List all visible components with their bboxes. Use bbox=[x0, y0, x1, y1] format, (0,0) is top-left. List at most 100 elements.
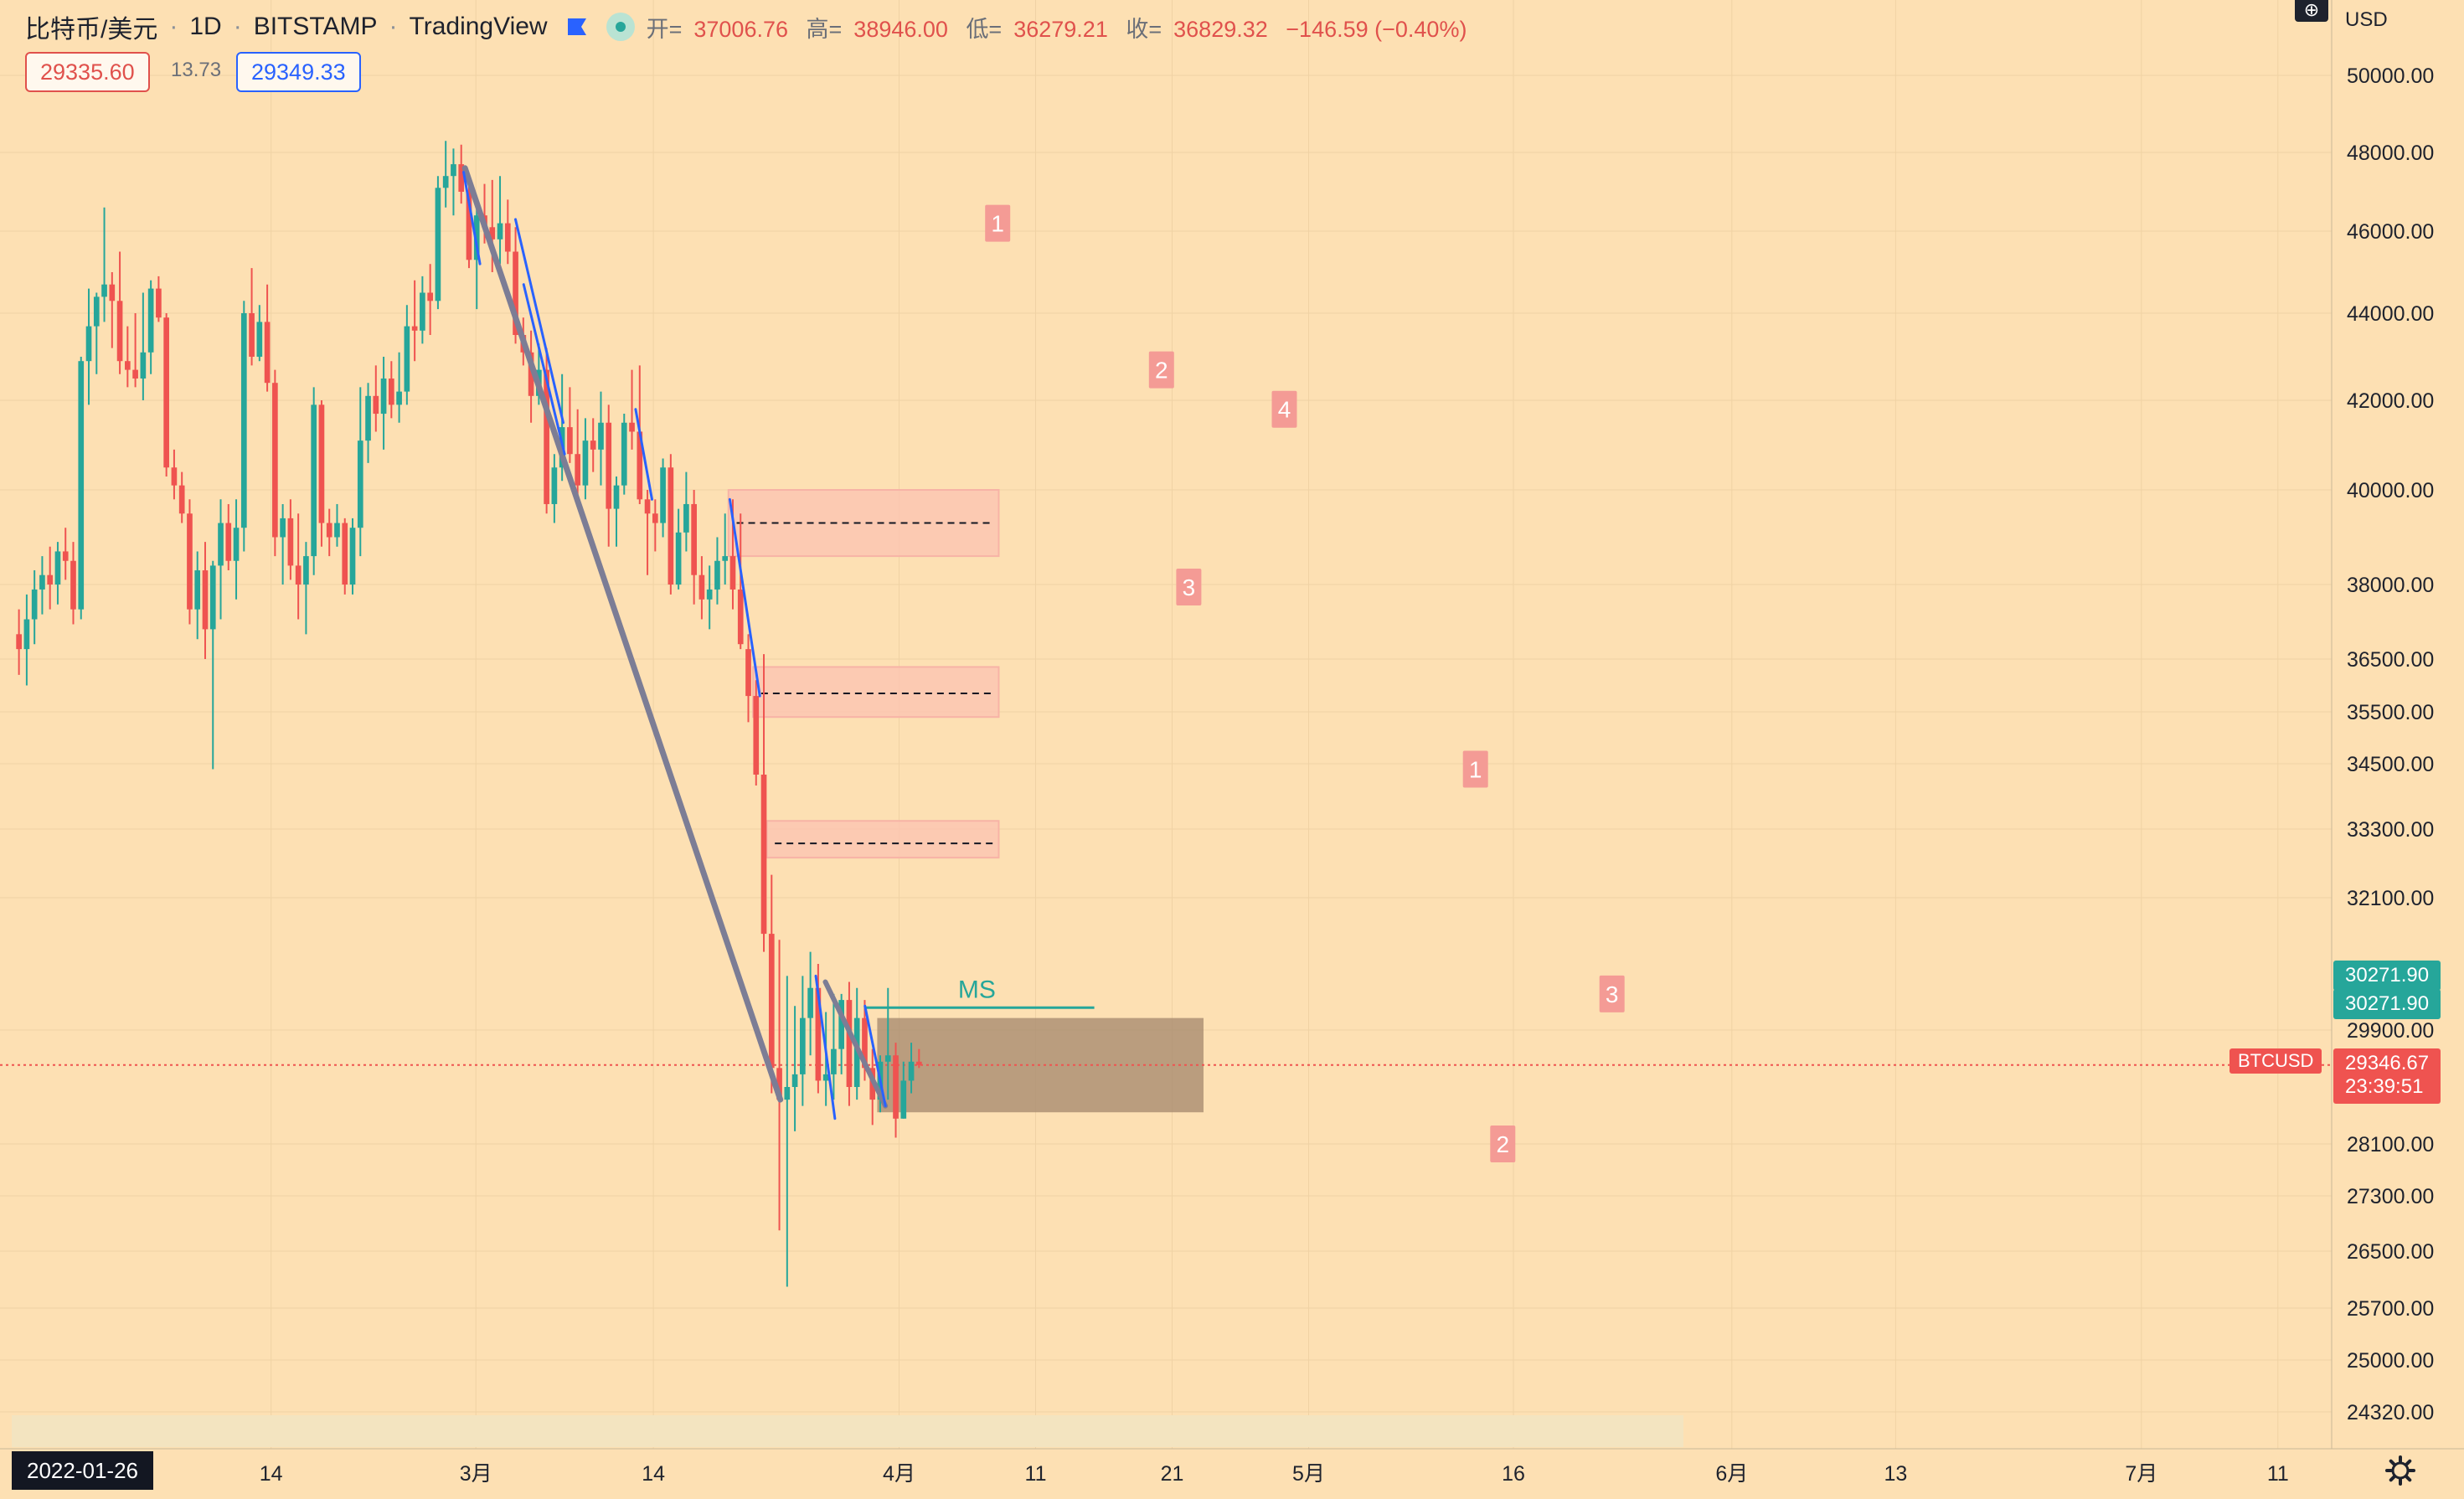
candle-body bbox=[420, 292, 425, 331]
candle-body bbox=[125, 361, 131, 370]
candle-body bbox=[156, 288, 162, 318]
price-tick-label: 35500.00 bbox=[2347, 701, 2434, 724]
candle-body bbox=[582, 440, 589, 486]
candle-body bbox=[334, 523, 340, 538]
ohlc-readout: 开= 37006.76 高= 38946.00 低= 36279.21 收= 36829… bbox=[646, 16, 1467, 42]
candle-body bbox=[225, 523, 232, 561]
blue-trend-line bbox=[522, 283, 566, 456]
price-tick-label: 36500.00 bbox=[2347, 648, 2434, 672]
candle-body bbox=[171, 467, 178, 486]
candle-body bbox=[613, 485, 620, 509]
candle-body bbox=[644, 499, 651, 514]
candle-body bbox=[884, 1055, 891, 1062]
interval-label[interactable]: 1D bbox=[189, 13, 222, 40]
ms-label: MS bbox=[958, 976, 996, 1003]
gray-trend-line-2 bbox=[822, 979, 889, 1109]
candle-body bbox=[442, 176, 449, 188]
candle-body bbox=[668, 467, 674, 585]
candle-body bbox=[489, 227, 496, 240]
blue-trend-line bbox=[462, 171, 482, 265]
flag-icon[interactable] bbox=[566, 18, 588, 36]
candle-body bbox=[745, 649, 751, 697]
blue-trend-line bbox=[634, 408, 653, 501]
buy-price-button[interactable]: 29349.33 bbox=[236, 52, 361, 92]
wave-label-text: 3 bbox=[1606, 981, 1619, 1007]
candle-body bbox=[513, 251, 518, 335]
candle-body bbox=[147, 288, 154, 353]
candle-body bbox=[280, 518, 286, 538]
candle-body bbox=[85, 326, 92, 362]
price-tick-label: 25700.00 bbox=[2347, 1297, 2434, 1321]
time-tick-label: 5月 bbox=[1292, 1462, 1325, 1486]
grid bbox=[0, 0, 2332, 1449]
wave-label-box bbox=[1176, 568, 1202, 605]
symbol-name[interactable]: 比特币/美元 bbox=[25, 16, 158, 44]
wave-label-box bbox=[1148, 351, 1174, 389]
candle-body bbox=[93, 296, 100, 327]
wave-label-text: 4 bbox=[1278, 397, 1291, 423]
candle-body bbox=[729, 556, 736, 590]
candle-body bbox=[722, 556, 729, 561]
candle-body bbox=[458, 164, 465, 192]
candle-body bbox=[357, 440, 363, 528]
candle-body bbox=[233, 528, 240, 561]
candle-body bbox=[567, 427, 573, 455]
price-tick-label: 38000.00 bbox=[2347, 574, 2434, 597]
currency-label[interactable]: USD bbox=[2345, 8, 2388, 31]
time-axis[interactable]: 14 3月 14 4月 11 21 5月 16 6月 13 7月 11 bbox=[260, 1462, 2289, 1486]
supply-zone bbox=[727, 489, 1000, 558]
candle-body bbox=[435, 188, 441, 301]
candle-body bbox=[544, 369, 549, 504]
candle-body bbox=[590, 440, 596, 450]
candle-body bbox=[784, 1087, 791, 1100]
candle-body bbox=[303, 556, 309, 585]
candle-body bbox=[714, 560, 720, 590]
blue-trend-line bbox=[513, 218, 565, 425]
candle-body bbox=[256, 322, 263, 357]
candle-body bbox=[163, 317, 169, 468]
candle-body bbox=[342, 523, 348, 585]
price-tick-label: 25000.00 bbox=[2347, 1349, 2434, 1373]
candle-body bbox=[776, 1068, 782, 1100]
candle-body bbox=[31, 589, 38, 620]
price-tick-label: 44000.00 bbox=[2347, 302, 2434, 326]
candle-body bbox=[47, 574, 54, 585]
time-tick-label: 6月 bbox=[1715, 1462, 1748, 1486]
price-axis[interactable]: 50000.00 48000.00 46000.00 44000.00 42000.00… bbox=[2347, 64, 2434, 1424]
add-icon[interactable]: ⊕ bbox=[2295, 0, 2328, 22]
time-tick-label: 14 bbox=[260, 1462, 283, 1486]
candle-body bbox=[621, 422, 627, 486]
candle-body bbox=[396, 391, 402, 405]
candle-body bbox=[295, 565, 302, 585]
candle-body bbox=[109, 284, 116, 301]
candle-body bbox=[846, 1000, 853, 1087]
time-tick-label: 11 bbox=[2267, 1462, 2289, 1486]
candle-body bbox=[660, 467, 666, 523]
ms-price-tag: 30271.90 bbox=[2333, 961, 2441, 991]
candle-body bbox=[862, 1017, 868, 1069]
time-tick-label: 16 bbox=[1502, 1462, 1525, 1486]
supply-zone bbox=[765, 820, 1000, 859]
price-tick-label: 34500.00 bbox=[2347, 753, 2434, 776]
low-value: 36279.21 bbox=[1013, 16, 1108, 42]
candle-body bbox=[264, 322, 271, 384]
ms-box bbox=[877, 1017, 1204, 1113]
candle-body bbox=[240, 313, 247, 528]
candle-body bbox=[551, 467, 558, 504]
candle-body bbox=[698, 574, 705, 600]
candle-body bbox=[760, 775, 767, 935]
wave-label-text: 1 bbox=[1469, 757, 1482, 783]
sell-price-button[interactable]: 29335.60 bbox=[25, 52, 150, 92]
open-value: 37006.76 bbox=[693, 16, 788, 42]
market-open-icon bbox=[606, 13, 635, 41]
candle-body bbox=[893, 1055, 899, 1119]
candle-body bbox=[822, 1074, 829, 1081]
wave-label-text: 2 bbox=[1155, 358, 1168, 384]
gear-icon[interactable] bbox=[2385, 1455, 2415, 1486]
price-tick-label: 40000.00 bbox=[2347, 479, 2434, 502]
wave-label-box bbox=[1490, 1126, 1516, 1162]
wave-label-text: 2 bbox=[1497, 1131, 1510, 1157]
last-price-tag: 29346.67 23:39:51 bbox=[2333, 1048, 2441, 1104]
